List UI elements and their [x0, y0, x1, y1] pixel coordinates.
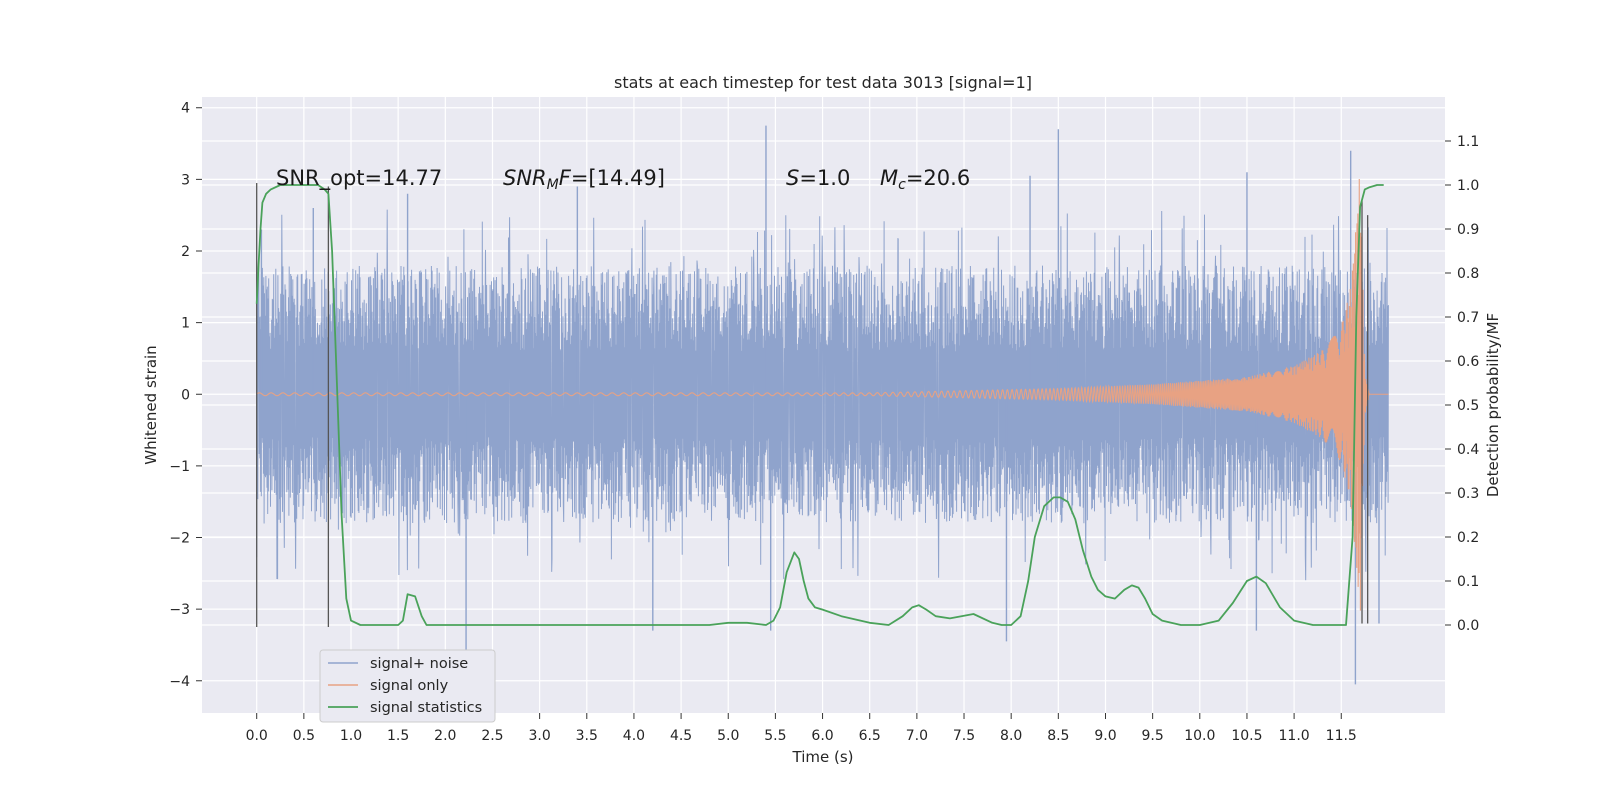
- signal-only-line: [256, 178, 1389, 611]
- x-tick-label-21: 10.5: [1231, 728, 1262, 744]
- annotation-snr-mf-f: F: [559, 166, 572, 190]
- legend-label-signal-statistics: signal statistics: [370, 700, 482, 716]
- x-tick-label-22: 11.0: [1279, 728, 1310, 744]
- signal-only-series: [256, 178, 1389, 611]
- x-tick-label-15: 7.5: [953, 728, 975, 744]
- x-tick-label-20: 10.0: [1184, 728, 1215, 744]
- y-right-tick-label-4: 0.4: [1457, 442, 1479, 458]
- x-tick-label-11: 5.5: [764, 728, 786, 744]
- x-tick-label-4: 2.0: [434, 728, 456, 744]
- annotation-snr-mf-sub: M: [547, 177, 559, 193]
- ticks: 0.0 0.5 1.0 1.5 2.0 2.5 3.0 3.5 4.0 4.5 5.0 5.5 6.0 6…: [169, 101, 1479, 744]
- x-tick-label-13: 6.5: [859, 728, 881, 744]
- annotation-s-name: S: [786, 166, 799, 190]
- legend-label-signal-noise: signal+ noise: [370, 656, 468, 672]
- y-tick-label-0: −4: [169, 674, 190, 690]
- y-tick-label-1: −3: [169, 602, 190, 618]
- y-tick-label-2: −2: [169, 531, 190, 547]
- annotation-mc-sub: c: [898, 177, 906, 193]
- y-right-tick-label-5: 0.5: [1457, 398, 1479, 414]
- signal-plus-noise-series: [256, 125, 1389, 685]
- x-tick-label-16: 8.0: [1000, 728, 1022, 744]
- y-right-tick-label-2: 0.2: [1457, 530, 1479, 546]
- annotation-snr-mf-value: =[14.49]: [571, 166, 665, 190]
- y-tick-label-4: 0: [181, 387, 190, 403]
- x-tick-label-18: 9.0: [1094, 728, 1116, 744]
- vertical-markers: [256, 182, 1369, 628]
- y-tick-label-3: −1: [169, 459, 190, 475]
- chart-title: stats at each timestep for test data 301…: [614, 73, 1032, 92]
- legend-box: [319, 649, 496, 723]
- x-tick-label-8: 4.0: [623, 728, 645, 744]
- annotation-mc: Mc=20.6: [880, 166, 970, 193]
- y-right-tick-label-6: 0.6: [1457, 354, 1479, 370]
- y-right-tick-label-9: 0.9: [1457, 222, 1479, 238]
- y-right-tick-label-10: 1.0: [1457, 178, 1479, 194]
- x-axis-label: Time (s): [792, 748, 854, 766]
- x-tick-label-6: 3.0: [528, 728, 550, 744]
- annotation-s-value: =1.0: [799, 166, 850, 190]
- x-tick-label-19: 9.5: [1142, 728, 1164, 744]
- legend-label-signal-only: signal only: [370, 678, 449, 694]
- y-tick-label-7: 3: [181, 172, 190, 188]
- x-tick-label-9: 4.5: [670, 728, 692, 744]
- y-right-tick-label-7: 0.7: [1457, 310, 1479, 326]
- x-tick-label-0: 0.0: [246, 728, 268, 744]
- annotation-snr-opt: SNR_opt=14.77: [276, 166, 442, 191]
- y-axis-right-label: Detection probability/MF: [1484, 313, 1502, 497]
- x-tick-label-7: 3.5: [576, 728, 598, 744]
- x-tick-label-17: 8.5: [1047, 728, 1069, 744]
- x-tick-label-14: 7.0: [906, 728, 928, 744]
- signal-statistics-line: [255, 184, 1384, 626]
- x-tick-label-12: 6.0: [811, 728, 833, 744]
- x-tick-label-3: 1.5: [387, 728, 409, 744]
- y-right-tick-label-11: 1.1: [1457, 134, 1479, 150]
- annotation-snr-mf: SNRMF=[14.49]: [503, 166, 665, 193]
- y-tick-label-6: 2: [181, 244, 190, 260]
- y-axis-label: Whitened strain: [142, 345, 160, 464]
- x-tick-label-5: 2.5: [481, 728, 503, 744]
- y-right-tick-label-3: 0.3: [1457, 486, 1479, 502]
- x-tick-label-10: 5.0: [717, 728, 739, 744]
- y-right-tick-label-1: 0.1: [1457, 574, 1479, 590]
- annotation-mc-value: =20.6: [906, 166, 970, 190]
- y-right-tick-label-0: 0.0: [1457, 618, 1479, 634]
- annotation-mc-name: M: [880, 166, 898, 190]
- x-tick-label-1: 0.5: [293, 728, 315, 744]
- annotation-snr-mf-base: SNR: [503, 166, 547, 190]
- x-tick-label-23: 11.5: [1326, 728, 1357, 744]
- y-tick-label-8: 4: [181, 101, 190, 117]
- signal-statistics-series: [255, 184, 1384, 626]
- y-right-tick-label-8: 0.8: [1457, 266, 1479, 282]
- y-tick-label-5: 1: [181, 316, 190, 332]
- annotation-s: S=1.0: [786, 166, 850, 190]
- legend: signal+ noise signal only signal statist…: [319, 649, 496, 723]
- x-tick-label-2: 1.0: [340, 728, 362, 744]
